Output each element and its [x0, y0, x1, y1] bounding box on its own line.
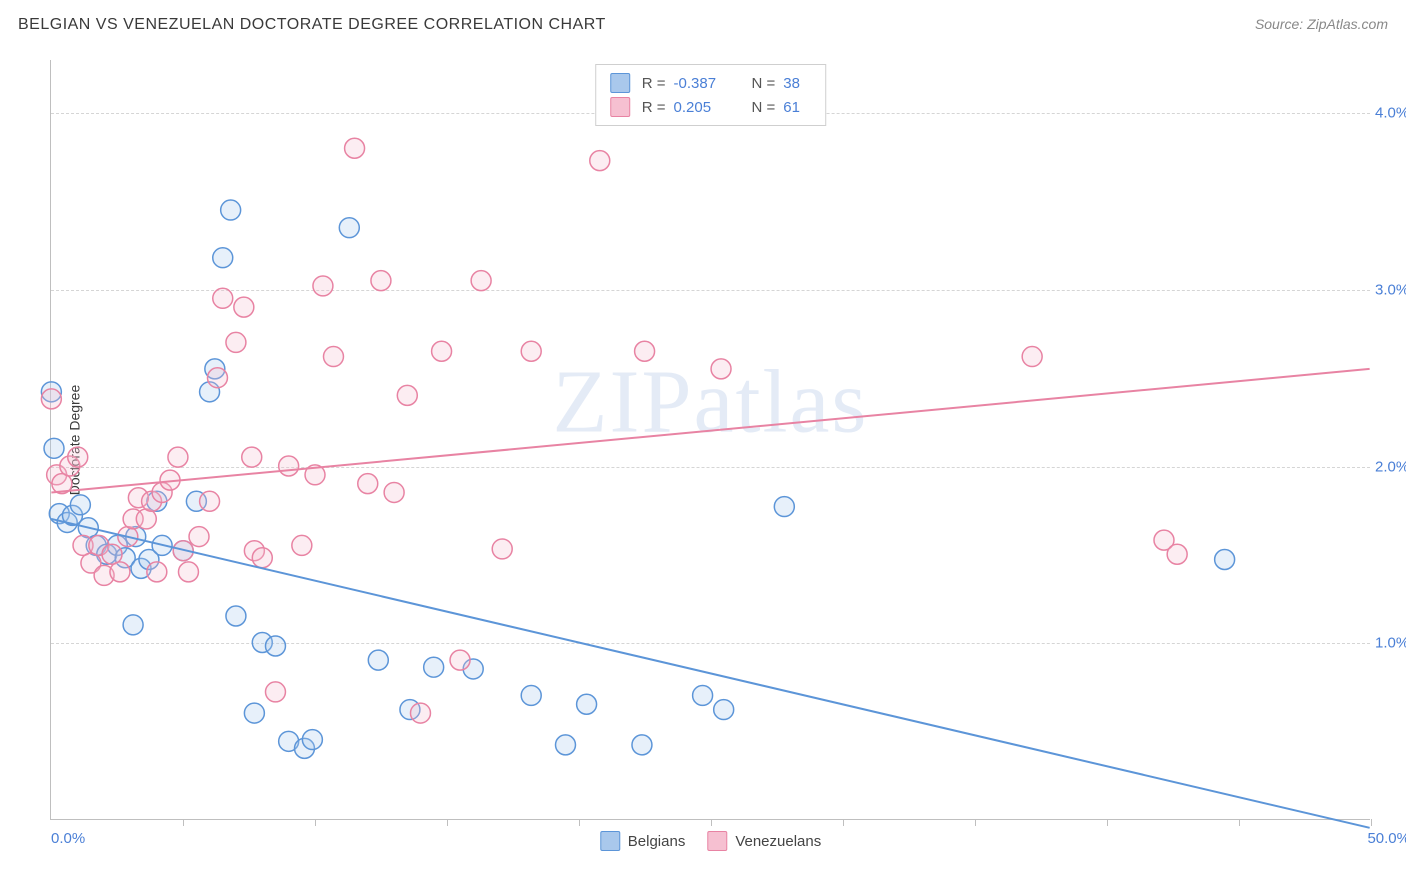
scatter-point [244, 703, 264, 723]
y-tick-label: 3.0% [1375, 281, 1406, 298]
legend-n-label: N = [752, 75, 776, 92]
legend-series-box: Belgians Venezuelans [600, 831, 821, 851]
chart-plot-area: Doctorate Degree ZIPatlas R = -0.387 N =… [50, 60, 1370, 820]
scatter-point [279, 456, 299, 476]
scatter-point [44, 438, 64, 458]
trend-line [51, 519, 1369, 828]
scatter-point [242, 447, 262, 467]
scatter-point [136, 509, 156, 529]
scatter-point [371, 271, 391, 291]
scatter-point [110, 562, 130, 582]
scatter-point [521, 341, 541, 361]
scatter-point [521, 685, 541, 705]
scatter-point [714, 700, 734, 720]
scatter-point [590, 151, 610, 171]
scatter-point [178, 562, 198, 582]
scatter-point [1022, 347, 1042, 367]
legend-label-belgians: Belgians [628, 833, 686, 850]
scatter-point [323, 347, 343, 367]
chart-title: BELGIAN VS VENEZUELAN DOCTORATE DEGREE C… [18, 16, 606, 34]
x-tick [843, 819, 844, 826]
legend-n-value-1: 61 [783, 99, 811, 116]
legend-item-venezuelans: Venezuelans [707, 831, 821, 851]
scatter-point [774, 497, 794, 517]
scatter-point [397, 385, 417, 405]
x-tick [1371, 819, 1372, 826]
legend-swatch-belgians [600, 831, 620, 851]
scatter-point [492, 539, 512, 559]
scatter-point [207, 368, 227, 388]
legend-r-value-1: 0.205 [674, 99, 732, 116]
scatter-point [1215, 550, 1235, 570]
scatter-point [70, 495, 90, 515]
scatter-point [213, 248, 233, 268]
chart-source: Source: ZipAtlas.com [1255, 16, 1388, 32]
scatter-point [577, 694, 597, 714]
scatter-point [265, 636, 285, 656]
scatter-point [123, 615, 143, 635]
scatter-point [410, 703, 430, 723]
legend-r-value-0: -0.387 [674, 75, 732, 92]
scatter-point [213, 288, 233, 308]
legend-r-label: R = [642, 99, 666, 116]
scatter-point [368, 650, 388, 670]
legend-stats-box: R = -0.387 N = 38 R = 0.205 N = 61 [595, 64, 827, 126]
x-tick [579, 819, 580, 826]
legend-swatch-belgians [610, 73, 630, 93]
scatter-point [200, 491, 220, 511]
y-tick-label: 2.0% [1375, 458, 1406, 475]
scatter-point [41, 389, 61, 409]
scatter-point [252, 548, 272, 568]
legend-n-value-0: 38 [783, 75, 811, 92]
scatter-point [693, 685, 713, 705]
scatter-point [226, 332, 246, 352]
scatter-point [345, 138, 365, 158]
scatter-svg [51, 60, 1370, 819]
y-tick-label: 1.0% [1375, 635, 1406, 652]
scatter-point [265, 682, 285, 702]
x-tick [447, 819, 448, 826]
x-tick [711, 819, 712, 826]
scatter-point [384, 482, 404, 502]
legend-r-label: R = [642, 75, 666, 92]
x-axis-max-label: 50.0% [1367, 830, 1406, 847]
scatter-point [68, 447, 88, 467]
scatter-point [302, 730, 322, 750]
scatter-point [632, 735, 652, 755]
scatter-point [292, 535, 312, 555]
scatter-point [168, 447, 188, 467]
x-axis-min-label: 0.0% [51, 830, 85, 847]
scatter-point [234, 297, 254, 317]
scatter-point [471, 271, 491, 291]
scatter-point [313, 276, 333, 296]
scatter-point [358, 474, 378, 494]
legend-label-venezuelans: Venezuelans [735, 833, 821, 850]
x-tick [1107, 819, 1108, 826]
legend-swatch-venezuelans [707, 831, 727, 851]
y-tick-label: 4.0% [1375, 105, 1406, 122]
trend-line [51, 369, 1369, 493]
scatter-point [189, 527, 209, 547]
legend-stats-row-1: R = 0.205 N = 61 [610, 95, 812, 119]
legend-item-belgians: Belgians [600, 831, 686, 851]
scatter-point [556, 735, 576, 755]
x-tick [183, 819, 184, 826]
x-tick [975, 819, 976, 826]
scatter-point [424, 657, 444, 677]
scatter-point [147, 562, 167, 582]
scatter-point [1167, 544, 1187, 564]
chart-header: BELGIAN VS VENEZUELAN DOCTORATE DEGREE C… [0, 0, 1406, 42]
scatter-point [635, 341, 655, 361]
scatter-point [450, 650, 470, 670]
legend-swatch-venezuelans [610, 97, 630, 117]
scatter-point [711, 359, 731, 379]
scatter-point [339, 218, 359, 238]
scatter-point [221, 200, 241, 220]
legend-stats-row-0: R = -0.387 N = 38 [610, 71, 812, 95]
x-tick [1239, 819, 1240, 826]
scatter-point [432, 341, 452, 361]
legend-n-label: N = [752, 99, 776, 116]
scatter-point [226, 606, 246, 626]
x-tick [315, 819, 316, 826]
